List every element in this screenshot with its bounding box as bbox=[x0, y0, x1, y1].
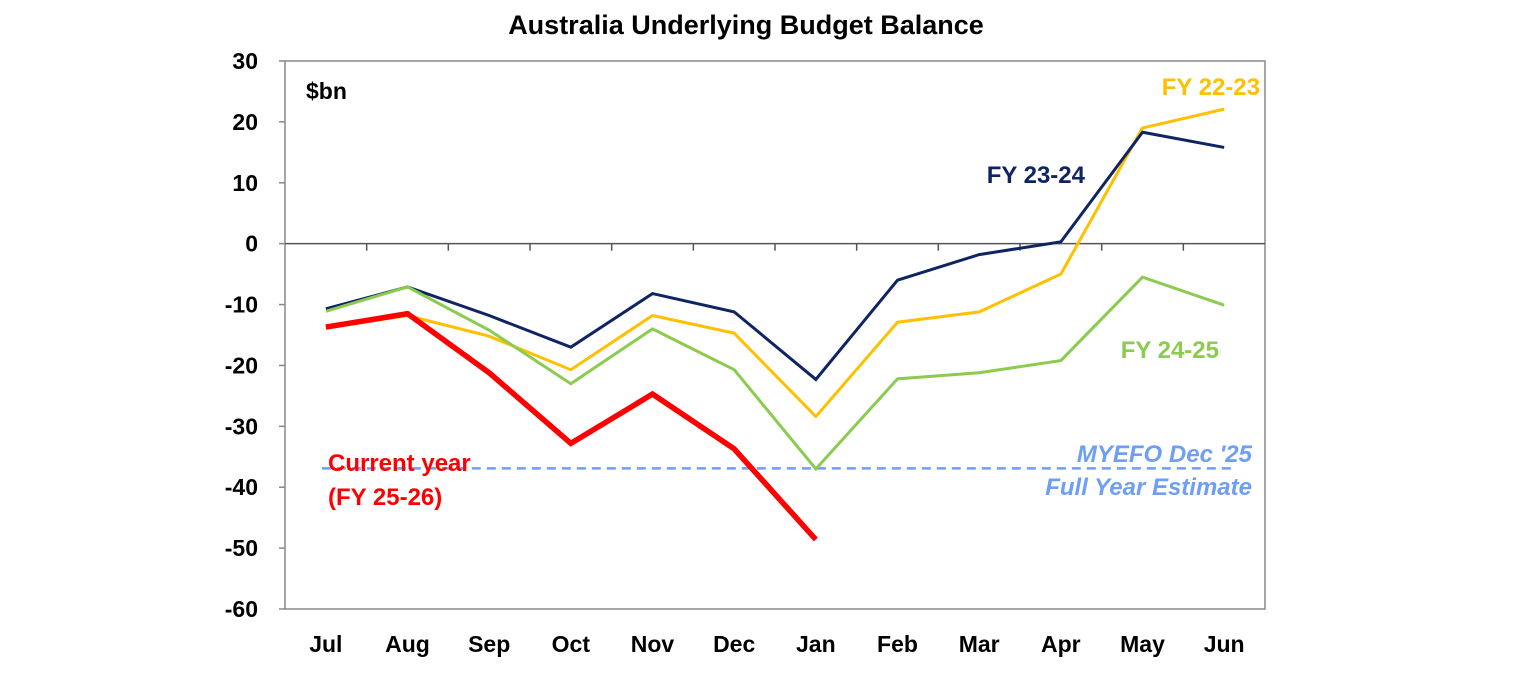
series-label-fy22-23: FY 22-23 bbox=[1162, 74, 1260, 101]
y-tick-label: -10 bbox=[225, 292, 258, 318]
x-tick-label: Feb bbox=[877, 631, 918, 657]
plot-area bbox=[285, 61, 1265, 609]
reference-label-line2: Full Year Estimate bbox=[1045, 474, 1252, 501]
x-tick-label: Nov bbox=[631, 631, 675, 657]
series-label-current-year-line1: Current year bbox=[328, 450, 471, 477]
x-tick-label: Sep bbox=[468, 631, 510, 657]
y-tick-label: 20 bbox=[232, 109, 258, 135]
series-line-fy-22-23 bbox=[326, 109, 1224, 416]
x-tick-label: Jun bbox=[1204, 631, 1245, 657]
x-tick-label: Dec bbox=[713, 631, 755, 657]
series-label-fy23-24: FY 23-24 bbox=[987, 162, 1086, 189]
y-tick-label: 10 bbox=[232, 170, 258, 196]
y-tick-label: -60 bbox=[225, 596, 258, 622]
x-tick-label: Jan bbox=[796, 631, 836, 657]
series-line-fy-23-24 bbox=[326, 132, 1224, 379]
reference-label-line1: MYEFO Dec '25 bbox=[1077, 441, 1253, 468]
x-tick-label: Apr bbox=[1041, 631, 1081, 657]
y-tick-label: -50 bbox=[225, 535, 258, 561]
x-tick-label: Mar bbox=[959, 631, 1000, 657]
y-tick-label: 30 bbox=[232, 48, 258, 74]
x-tick-label: Oct bbox=[552, 631, 591, 657]
unit-label: $bn bbox=[306, 78, 347, 104]
y-tick-label: -30 bbox=[225, 413, 258, 439]
series-label-fy24-25: FY 24-25 bbox=[1121, 337, 1219, 364]
x-tick-label: Jul bbox=[309, 631, 342, 657]
y-tick-label: -40 bbox=[225, 474, 258, 500]
chart-title: Australia Underlying Budget Balance bbox=[508, 10, 984, 40]
x-tick-label: Aug bbox=[385, 631, 430, 657]
y-tick-label: -20 bbox=[225, 352, 258, 378]
y-tick-label: 0 bbox=[245, 231, 258, 257]
x-tick-label: May bbox=[1120, 631, 1165, 657]
series-label-current-year-line2: (FY 25-26) bbox=[328, 484, 442, 511]
